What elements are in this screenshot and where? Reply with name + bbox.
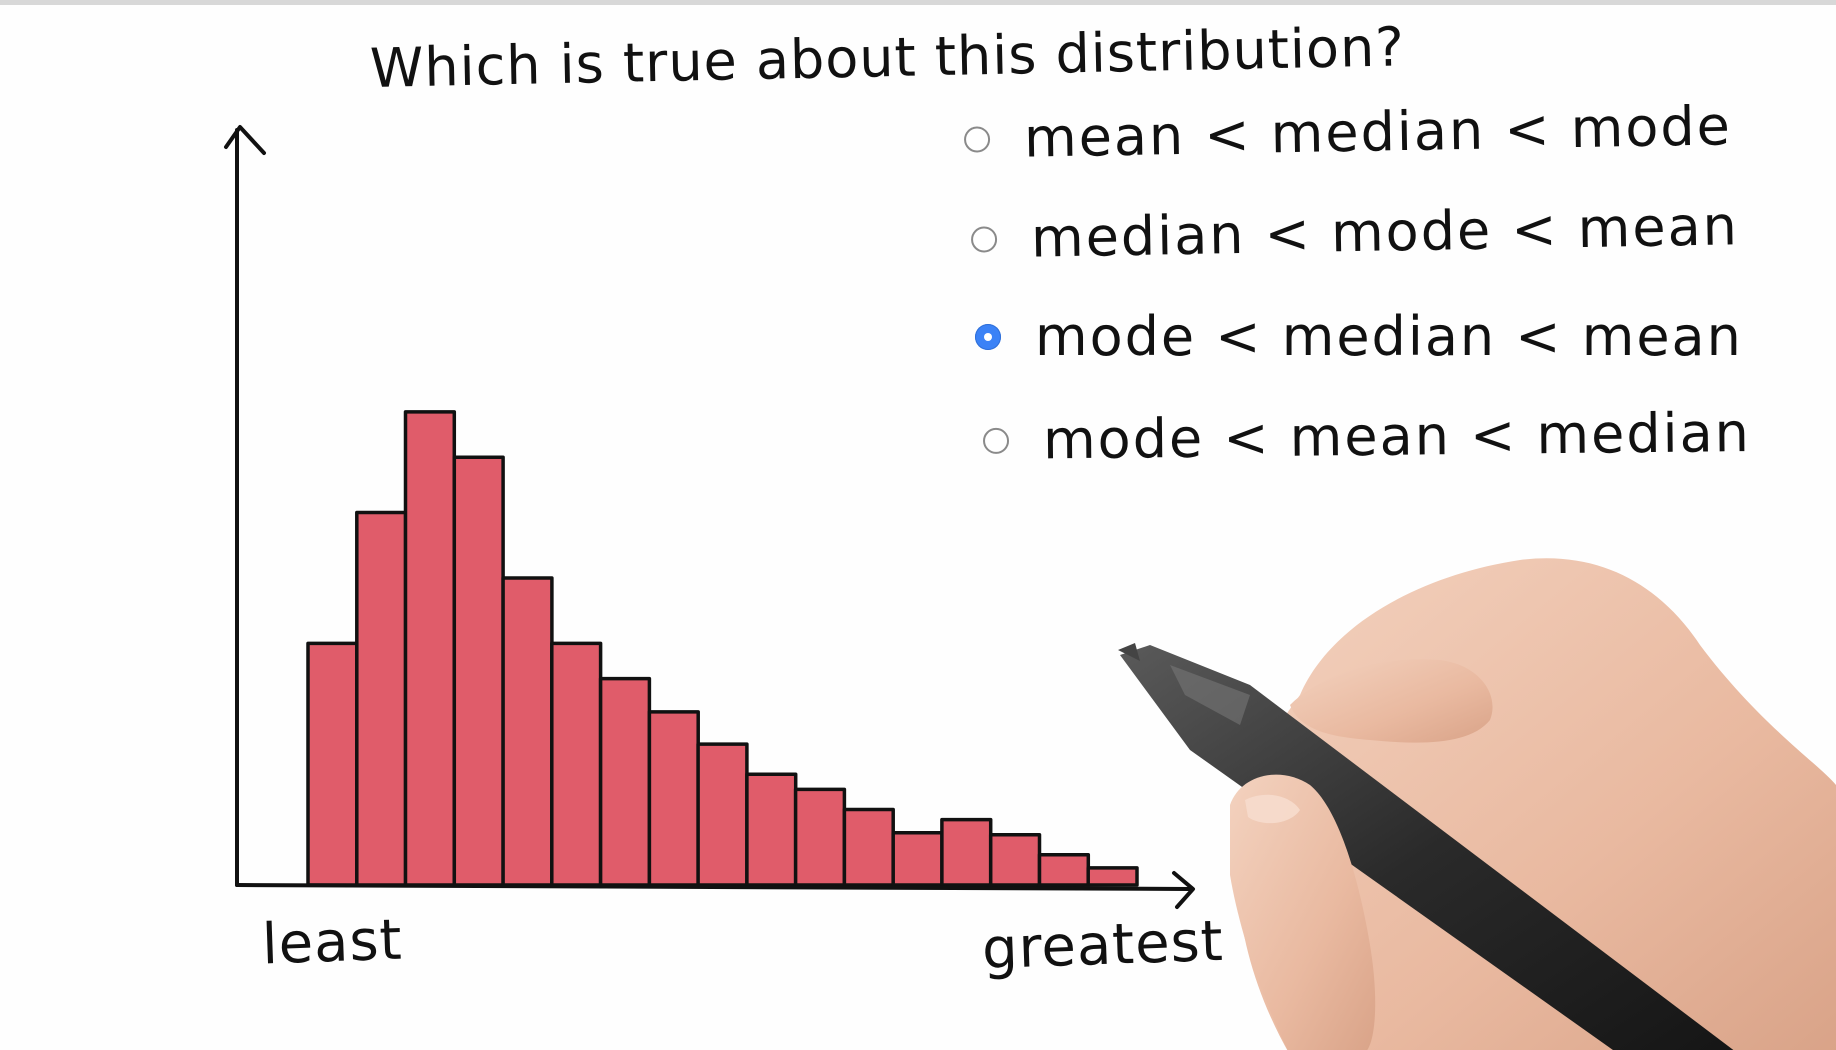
histogram-bar bbox=[696, 742, 749, 887]
hand-holding-pen-icon bbox=[1118, 558, 1836, 1050]
histogram-bar bbox=[940, 817, 993, 887]
histogram-chart bbox=[224, 125, 1195, 909]
x-axis bbox=[235, 883, 1192, 891]
histogram-bars bbox=[306, 410, 1139, 887]
histogram-bar bbox=[745, 772, 798, 887]
histogram-bar bbox=[1086, 866, 1139, 887]
histogram-bar bbox=[988, 832, 1042, 887]
histogram-bar bbox=[793, 787, 847, 887]
radio-button-icon[interactable] bbox=[975, 323, 1001, 350]
histogram-bar bbox=[891, 830, 944, 887]
histogram-bar bbox=[403, 410, 457, 887]
histogram-bar bbox=[501, 576, 554, 887]
histogram-bar bbox=[1037, 853, 1091, 887]
histogram-bar bbox=[550, 641, 603, 887]
histogram-bar bbox=[355, 510, 408, 887]
answer-option-3[interactable]: mode < median < mean bbox=[975, 305, 1743, 368]
x-axis-arrow-icon bbox=[1172, 871, 1195, 909]
y-axis-arrow-icon bbox=[224, 125, 266, 155]
answer-option-label: mode < median < mean bbox=[1035, 305, 1743, 368]
